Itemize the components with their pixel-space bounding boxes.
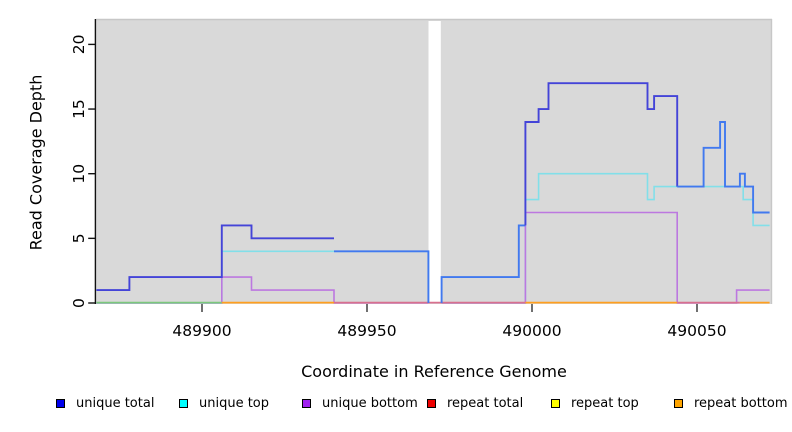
y-tick-label: 10 [70, 164, 88, 184]
y-axis-title: Read Coverage Depth [26, 74, 46, 251]
series-line-unique-bottom [96, 276, 429, 304]
series-line-unique-total [524, 82, 679, 226]
x-axis-title: Coordinate in Reference Genome [301, 362, 567, 381]
legend-label: unique total [76, 396, 155, 411]
series-line-unique-total [440, 224, 526, 303]
legend-swatch-unique-bottom [302, 399, 311, 408]
series-line-unique-total [677, 121, 770, 214]
x-tick-label: 489950 [337, 322, 396, 340]
legend-label: repeat total [447, 396, 524, 411]
legend-swatch-unique-total [56, 399, 65, 408]
legend: unique total unique top unique bottom repea… [0, 394, 792, 418]
legend-label: unique bottom [322, 396, 418, 411]
y-tick-label: 5 [70, 233, 88, 243]
y-tick-label: 15 [70, 99, 88, 119]
legend-swatch-unique-top [179, 399, 188, 408]
x-tick-label: 490000 [502, 322, 561, 340]
legend-label: repeat top [571, 396, 639, 411]
series-line-unique-total [334, 250, 430, 303]
x-tick-label: 489900 [172, 322, 231, 340]
legend-label: unique top [199, 396, 270, 411]
legend-label: repeat bottom [694, 396, 788, 411]
series-line-unique-total [96, 224, 334, 292]
gap-mask [428, 21, 441, 303]
legend-swatch-repeat-total [427, 399, 436, 408]
series-line-unique-top [441, 172, 770, 304]
legend-swatch-repeat-top [551, 399, 560, 408]
y-tick-label: 0 [70, 298, 88, 308]
series-line-unique-bottom [441, 211, 770, 304]
y-tick-label: 20 [70, 35, 88, 55]
x-tick-label: 490050 [667, 322, 726, 340]
legend-swatch-repeat-bottom [674, 399, 683, 408]
